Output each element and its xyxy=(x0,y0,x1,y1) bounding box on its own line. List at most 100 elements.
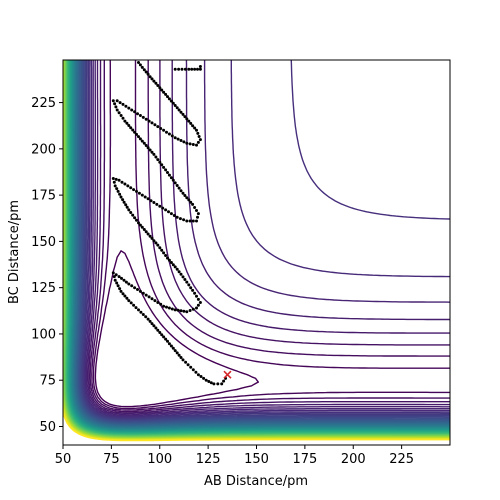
trajectory-point xyxy=(178,217,182,221)
trajectory-point xyxy=(175,215,179,219)
trajectory-point xyxy=(150,121,154,125)
trajectory-point xyxy=(127,282,131,286)
trajectory-point xyxy=(195,143,198,147)
trajectory-point xyxy=(111,99,115,103)
trajectory-point xyxy=(135,218,138,222)
trajectory-point xyxy=(190,67,194,71)
x-tick-label: 175 xyxy=(292,452,317,467)
trajectory-point xyxy=(137,221,140,225)
trajectory-point xyxy=(138,114,142,117)
trajectory-point xyxy=(166,95,169,99)
contour-level xyxy=(91,60,450,411)
trajectory-point xyxy=(187,67,191,71)
contour-level xyxy=(82,60,450,419)
trajectory-point xyxy=(171,346,175,350)
x-tick-label: 100 xyxy=(147,452,172,467)
trajectory-point xyxy=(134,306,138,310)
trajectory-point xyxy=(132,188,136,192)
trajectory-point xyxy=(169,99,173,103)
trajectory-point xyxy=(111,271,115,275)
trajectory-point xyxy=(112,275,116,279)
trajectory-point xyxy=(148,234,152,238)
trajectory-point xyxy=(136,112,139,116)
trajectory-point xyxy=(166,256,169,260)
trajectory-point xyxy=(127,208,131,212)
trajectory-point xyxy=(158,160,162,164)
trajectory-point xyxy=(158,86,162,90)
trajectory-point xyxy=(177,353,181,357)
trajectory-point xyxy=(170,307,174,311)
trajectory-point xyxy=(146,232,150,236)
trajectory-point xyxy=(127,106,131,110)
trajectory-point xyxy=(191,288,195,292)
trajectory-point xyxy=(116,284,120,288)
trajectory-point xyxy=(158,204,162,208)
trajectory-point xyxy=(196,67,199,71)
trajectory-point xyxy=(158,331,162,334)
trajectory-point xyxy=(193,126,197,130)
trajectory-point xyxy=(138,223,142,227)
trajectory-point xyxy=(195,294,198,298)
trajectory-point xyxy=(147,119,151,123)
trajectory-point xyxy=(142,228,146,231)
contour-level xyxy=(89,60,450,413)
trajectory-point xyxy=(183,67,187,71)
trajectory-point xyxy=(125,205,129,209)
y-tick-label: 175 xyxy=(31,189,56,204)
trajectory-point xyxy=(125,121,129,125)
trajectory-point xyxy=(209,381,213,385)
trajectory-point xyxy=(130,284,134,288)
trajectory-point xyxy=(152,324,156,328)
trajectory-point xyxy=(161,206,165,210)
trajectory-point xyxy=(162,90,166,94)
trajectory-point xyxy=(126,184,130,188)
trajectory-point xyxy=(156,328,160,332)
trajectory-point xyxy=(179,272,183,276)
trajectory-point xyxy=(133,130,137,134)
trajectory-point xyxy=(131,213,135,217)
trajectory-point xyxy=(199,375,203,378)
trajectory-point xyxy=(131,128,135,132)
trajectory-point xyxy=(162,165,166,169)
trajectory-point xyxy=(173,349,177,353)
trajectory-point xyxy=(140,65,144,69)
y-tick-label: 75 xyxy=(39,374,56,389)
trajectory-point xyxy=(177,270,181,274)
trajectory-point xyxy=(193,206,197,209)
trajectory-point xyxy=(169,176,173,180)
trajectory-point xyxy=(114,105,118,109)
trajectory-point xyxy=(183,278,187,281)
trajectory-point xyxy=(130,108,134,112)
trajectory-point xyxy=(148,319,152,323)
trajectory-point xyxy=(137,135,140,139)
trajectory-point xyxy=(176,308,180,312)
trajectory-point xyxy=(160,248,164,252)
trajectory-point xyxy=(198,138,202,142)
trajectory-point xyxy=(166,339,169,343)
y-tick-label: 50 xyxy=(39,420,56,435)
trajectory-point xyxy=(123,294,127,298)
trajectory-point xyxy=(164,337,168,341)
trajectory-point xyxy=(115,99,119,103)
trajectory-point xyxy=(162,304,166,308)
trajectory-point xyxy=(162,251,166,255)
trajectory-point xyxy=(193,67,197,71)
trajectory-point xyxy=(164,208,168,212)
trajectory-point xyxy=(196,215,199,219)
trajectory-point xyxy=(113,278,117,282)
trajectory-point xyxy=(123,119,127,123)
trajectory-point xyxy=(129,211,133,214)
trajectory-point xyxy=(141,291,145,295)
contour-level xyxy=(80,60,450,421)
trajectory-point xyxy=(194,370,198,374)
trajectory-point xyxy=(195,219,198,223)
trajectory-point xyxy=(137,308,140,312)
trajectory-point xyxy=(180,67,184,71)
trajectory-point xyxy=(196,131,200,135)
y-tick-label: 125 xyxy=(31,281,56,296)
trajectory-point xyxy=(133,286,137,290)
trajectory-point xyxy=(133,216,137,220)
trajectory-point xyxy=(181,358,185,362)
trajectory-point xyxy=(167,258,171,262)
trajectory-point xyxy=(146,197,150,201)
